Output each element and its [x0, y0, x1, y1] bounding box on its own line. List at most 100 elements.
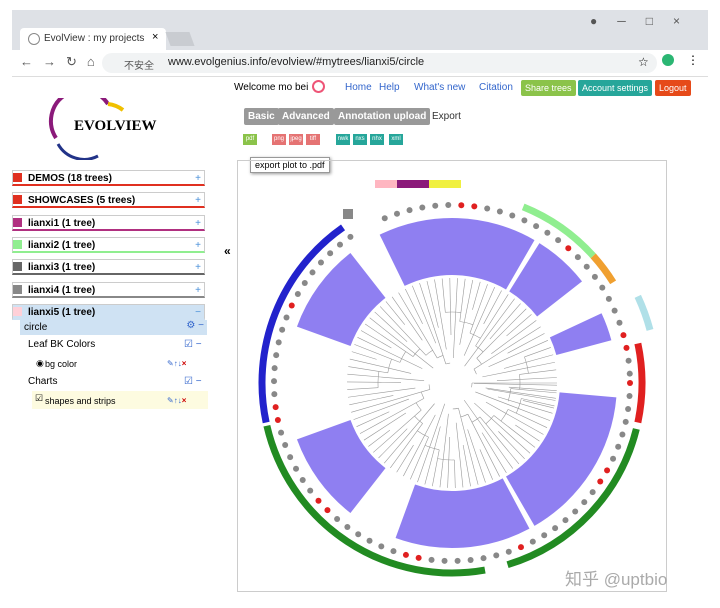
branch [481, 432, 507, 473]
tab[interactable]: EvolView : my projects × [20, 28, 166, 50]
export-format[interactable]: tiff [306, 134, 320, 145]
branch [507, 409, 548, 428]
project[interactable]: lianxi1 (1 tree) + [12, 214, 205, 231]
leaf-dot [589, 489, 596, 496]
branch [347, 387, 379, 390]
nav-link[interactable]: What's new [414, 82, 466, 93]
branch [434, 279, 447, 350]
branch [445, 311, 461, 313]
leaf-dot [301, 279, 308, 286]
branch [485, 401, 544, 435]
nav-link[interactable]: Home [345, 82, 372, 93]
avatar[interactable] [312, 80, 325, 93]
header-button[interactable]: Logout [655, 80, 691, 96]
collapse[interactable]: « [224, 244, 231, 258]
leaf-dot [611, 307, 618, 314]
branch [424, 445, 440, 451]
branch [453, 278, 458, 359]
leaf-dot [555, 237, 562, 244]
branch [524, 356, 529, 374]
tree-row[interactable]: circle ⚙ − [20, 320, 207, 335]
branch [445, 362, 451, 365]
section-title: Charts [28, 376, 58, 387]
export-format[interactable]: jpeg [289, 134, 303, 145]
export-format[interactable]: nhx [370, 134, 384, 145]
leaf-dot [583, 263, 590, 270]
welcome: Welcome mo bei [234, 82, 309, 93]
leaf-dot [390, 548, 397, 555]
branch [368, 429, 391, 447]
leaf-dot [533, 223, 540, 230]
leaf-dot [324, 507, 331, 514]
project[interactable]: lianxi3 (1 tree) + [12, 259, 205, 276]
branch [351, 389, 430, 413]
leaf-dot [625, 357, 632, 364]
leaf-dot [529, 538, 536, 545]
branch [437, 355, 444, 359]
leaf-dot [271, 378, 278, 385]
clade-highlight [296, 252, 386, 347]
branch [428, 384, 431, 390]
branch [506, 314, 532, 337]
branch [391, 296, 423, 341]
leaf-dot [574, 254, 581, 261]
branch [485, 387, 556, 399]
project[interactable]: SHOWCASES (5 trees) + [12, 192, 205, 209]
nav-link[interactable]: Help [379, 82, 400, 93]
new-tab[interactable] [165, 32, 195, 46]
branch [475, 345, 484, 353]
leaf-dot [272, 404, 279, 411]
tab[interactable]: Advanced [278, 108, 334, 125]
branch [463, 286, 495, 356]
address-bar: ←→↻⌂ 不安全 www.evolgenius.info/evolview/#m… [12, 50, 708, 77]
tab[interactable]: Basic [244, 108, 279, 125]
url[interactable]: www.evolgenius.info/evolview/#mytrees/li… [168, 56, 425, 68]
project[interactable]: DEMOS (18 trees) + [12, 170, 205, 186]
header-button[interactable]: Account settings [578, 80, 653, 96]
leaf-dot [378, 543, 385, 550]
strip [343, 209, 353, 219]
leaf-dot [591, 273, 598, 280]
leaf-dot [441, 557, 448, 564]
branch [469, 332, 481, 339]
branch [473, 383, 557, 386]
branch [459, 321, 474, 325]
branch [363, 412, 407, 441]
export-format[interactable]: xml [389, 134, 403, 145]
item[interactable]: bg color [45, 359, 78, 369]
branch [373, 409, 422, 453]
branch [378, 428, 408, 459]
leaf-dot [604, 467, 611, 474]
export-format[interactable]: png [272, 134, 286, 145]
branch [508, 386, 557, 391]
logo: EVOLVIEW [74, 118, 157, 134]
branch [469, 284, 488, 334]
branch [459, 280, 474, 345]
branch [412, 285, 437, 344]
branch [503, 354, 554, 369]
leaf-dot [271, 391, 278, 398]
branch [482, 361, 555, 378]
leaf-dot [278, 429, 285, 436]
branch [452, 407, 459, 410]
header-button[interactable]: Share trees [521, 80, 576, 96]
leaf-dot [597, 478, 604, 485]
project[interactable]: lianxi4 (1 tree) + [12, 281, 205, 298]
branch [387, 358, 392, 373]
export-format[interactable]: nxs [353, 134, 367, 145]
branch [426, 280, 439, 328]
nav-link[interactable]: Citation [479, 82, 513, 93]
project[interactable]: lianxi2 (1 tree) + [12, 236, 205, 253]
tab[interactable]: Annotation upload [334, 108, 431, 125]
branch [489, 303, 521, 340]
export-format[interactable]: pdf [243, 134, 257, 145]
strip [506, 428, 640, 569]
item[interactable]: shapes and strips [45, 396, 116, 406]
branch [396, 444, 414, 473]
window-controls[interactable]: ●─□× [590, 14, 701, 28]
branch [417, 403, 446, 483]
branch [432, 449, 440, 487]
export-format[interactable]: nwk [336, 134, 350, 145]
project[interactable]: lianxi5 (1 tree) − [12, 303, 205, 320]
tab[interactable]: Export [432, 111, 461, 122]
